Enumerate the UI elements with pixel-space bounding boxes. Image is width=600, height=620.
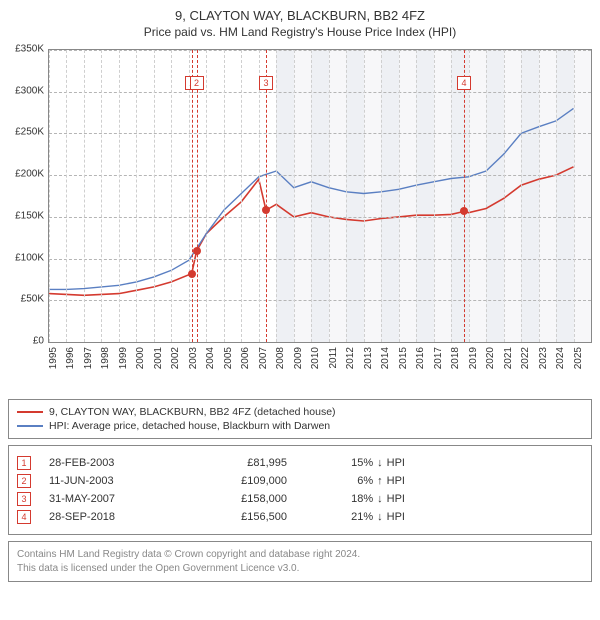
x-axis-ticks: 1995 1996 1997 1998 1999 2000 2001 2002 2003 2004… bbox=[48, 345, 592, 393]
sale-row: 4 28-SEP-2018 £156,500 21% ↓ HPI bbox=[17, 510, 583, 524]
sale-diff-suffix: HPI bbox=[387, 475, 405, 487]
x-tick-label: 2017 bbox=[433, 347, 444, 369]
x-tick-label: 2024 bbox=[555, 347, 566, 369]
x-tick-label: 2004 bbox=[205, 347, 216, 369]
sale-date: 31-MAY-2007 bbox=[49, 493, 169, 505]
legend-swatch bbox=[17, 411, 43, 413]
sale-row: 1 28-FEB-2003 £81,995 15% ↓ HPI bbox=[17, 456, 583, 470]
sale-datapoint bbox=[460, 207, 468, 215]
plot-area: 1234 bbox=[48, 49, 592, 343]
x-tick-label: 2018 bbox=[450, 347, 461, 369]
x-tick-label: 2020 bbox=[485, 347, 496, 369]
sale-row: 3 31-MAY-2007 £158,000 18% ↓ HPI bbox=[17, 492, 583, 506]
sale-diff: 18% ↓ HPI bbox=[305, 493, 405, 505]
x-tick-label: 2000 bbox=[135, 347, 146, 369]
x-tick-label: 2013 bbox=[363, 347, 374, 369]
y-tick-label: £200K bbox=[15, 169, 44, 180]
chart-marker-label: 4 bbox=[457, 76, 471, 90]
x-tick-label: 2025 bbox=[573, 347, 584, 369]
sale-number-box: 1 bbox=[17, 456, 31, 470]
y-tick-label: £100K bbox=[15, 252, 44, 263]
x-tick-label: 1995 bbox=[48, 347, 59, 369]
x-tick-label: 2023 bbox=[538, 347, 549, 369]
sale-diff-pct: 18% bbox=[351, 493, 373, 505]
sale-datapoint bbox=[262, 206, 270, 214]
sale-price: £81,995 bbox=[187, 457, 287, 469]
sale-number-box: 4 bbox=[17, 510, 31, 524]
sale-price: £158,000 bbox=[187, 493, 287, 505]
arrow-down-icon: ↓ bbox=[377, 493, 383, 505]
x-tick-label: 2012 bbox=[345, 347, 356, 369]
y-tick-label: £350K bbox=[15, 44, 44, 55]
sale-date: 28-SEP-2018 bbox=[49, 511, 169, 523]
x-tick-label: 2014 bbox=[380, 347, 391, 369]
plot-box: £0£50K£100K£150K£200K£250K£300K£350K 123… bbox=[8, 43, 592, 393]
y-tick-label: £0 bbox=[33, 336, 44, 347]
sale-diff: 6% ↑ HPI bbox=[305, 475, 405, 487]
y-axis-ticks: £0£50K£100K£150K£200K£250K£300K£350K bbox=[8, 49, 48, 343]
x-tick-label: 1999 bbox=[118, 347, 129, 369]
sale-diff: 21% ↓ HPI bbox=[305, 511, 405, 523]
x-tick-label: 2009 bbox=[293, 347, 304, 369]
sale-number-box: 3 bbox=[17, 492, 31, 506]
legend-label: 9, CLAYTON WAY, BLACKBURN, BB2 4FZ (deta… bbox=[49, 406, 336, 418]
x-tick-label: 2022 bbox=[520, 347, 531, 369]
x-tick-label: 2016 bbox=[415, 347, 426, 369]
x-tick-label: 2002 bbox=[170, 347, 181, 369]
sale-price: £156,500 bbox=[187, 511, 287, 523]
x-tick-label: 2021 bbox=[503, 347, 514, 369]
line-series-svg bbox=[49, 50, 591, 342]
x-tick-label: 2011 bbox=[328, 347, 339, 369]
y-tick-label: £150K bbox=[15, 210, 44, 221]
arrow-down-icon: ↓ bbox=[377, 457, 383, 469]
x-tick-label: 2005 bbox=[223, 347, 234, 369]
sale-diff-pct: 21% bbox=[351, 511, 373, 523]
sale-datapoint bbox=[193, 247, 201, 255]
sales-table: 1 28-FEB-2003 £81,995 15% ↓ HPI 2 11-JUN-2003 £1… bbox=[8, 445, 592, 535]
sale-diff: 15% ↓ HPI bbox=[305, 457, 405, 469]
sale-diff-pct: 6% bbox=[357, 475, 373, 487]
attribution: Contains HM Land Registry data © Crown c… bbox=[8, 541, 592, 582]
x-tick-label: 2010 bbox=[310, 347, 321, 369]
chart-titles: 9, CLAYTON WAY, BLACKBURN, BB2 4FZ Price… bbox=[8, 8, 592, 39]
legend-row: 9, CLAYTON WAY, BLACKBURN, BB2 4FZ (deta… bbox=[17, 406, 583, 418]
x-tick-label: 2008 bbox=[275, 347, 286, 369]
arrow-up-icon: ↑ bbox=[377, 475, 383, 487]
sale-date: 11-JUN-2003 bbox=[49, 475, 169, 487]
sale-row: 2 11-JUN-2003 £109,000 6% ↑ HPI bbox=[17, 474, 583, 488]
sale-diff-suffix: HPI bbox=[387, 457, 405, 469]
x-tick-label: 2007 bbox=[258, 347, 269, 369]
sale-diff-suffix: HPI bbox=[387, 493, 405, 505]
x-tick-label: 2006 bbox=[240, 347, 251, 369]
legend-row: HPI: Average price, detached house, Blac… bbox=[17, 420, 583, 432]
title-main: 9, CLAYTON WAY, BLACKBURN, BB2 4FZ bbox=[8, 8, 592, 23]
x-tick-label: 1996 bbox=[65, 347, 76, 369]
legend-swatch bbox=[17, 425, 43, 427]
x-tick-label: 2001 bbox=[153, 347, 164, 369]
sale-date: 28-FEB-2003 bbox=[49, 457, 169, 469]
sale-price: £109,000 bbox=[187, 475, 287, 487]
y-tick-label: £300K bbox=[15, 85, 44, 96]
attribution-line: This data is licensed under the Open Gov… bbox=[17, 562, 583, 576]
chart-marker-label: 3 bbox=[259, 76, 273, 90]
x-tick-label: 2003 bbox=[188, 347, 199, 369]
legend-label: HPI: Average price, detached house, Blac… bbox=[49, 420, 330, 432]
sale-number-box: 2 bbox=[17, 474, 31, 488]
x-tick-label: 1997 bbox=[83, 347, 94, 369]
x-tick-label: 2015 bbox=[398, 347, 409, 369]
legend: 9, CLAYTON WAY, BLACKBURN, BB2 4FZ (deta… bbox=[8, 399, 592, 439]
y-tick-label: £50K bbox=[21, 294, 44, 305]
y-tick-label: £250K bbox=[15, 127, 44, 138]
chart-marker-label: 2 bbox=[190, 76, 204, 90]
chart-container: 9, CLAYTON WAY, BLACKBURN, BB2 4FZ Price… bbox=[8, 8, 592, 582]
sale-diff-pct: 15% bbox=[351, 457, 373, 469]
x-tick-label: 1998 bbox=[100, 347, 111, 369]
arrow-down-icon: ↓ bbox=[377, 511, 383, 523]
attribution-line: Contains HM Land Registry data © Crown c… bbox=[17, 548, 583, 562]
x-tick-label: 2019 bbox=[468, 347, 479, 369]
sale-diff-suffix: HPI bbox=[387, 511, 405, 523]
sale-datapoint bbox=[188, 270, 196, 278]
title-sub: Price paid vs. HM Land Registry's House … bbox=[8, 25, 592, 39]
